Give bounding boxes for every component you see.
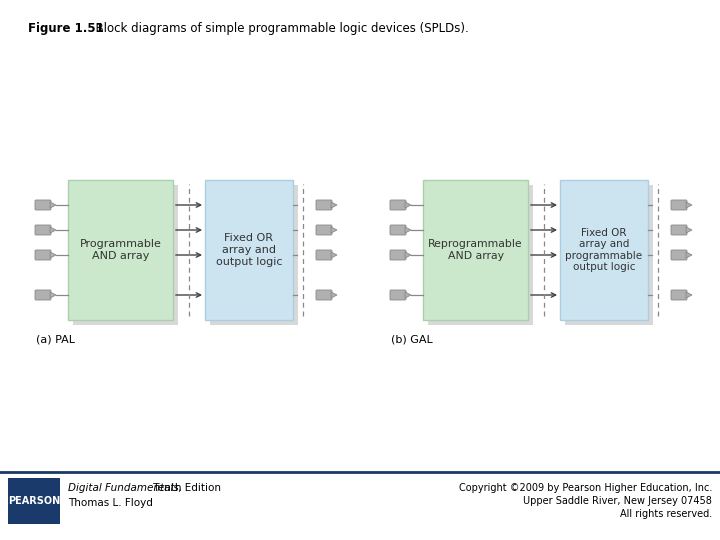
FancyBboxPatch shape bbox=[210, 185, 298, 325]
FancyBboxPatch shape bbox=[316, 225, 332, 235]
FancyBboxPatch shape bbox=[390, 225, 406, 235]
Polygon shape bbox=[686, 202, 692, 208]
FancyBboxPatch shape bbox=[390, 290, 406, 300]
FancyBboxPatch shape bbox=[35, 225, 51, 235]
Text: Reprogrammable
AND array: Reprogrammable AND array bbox=[428, 239, 523, 261]
Text: All rights reserved.: All rights reserved. bbox=[620, 509, 712, 519]
FancyBboxPatch shape bbox=[35, 290, 51, 300]
FancyBboxPatch shape bbox=[560, 180, 648, 320]
FancyBboxPatch shape bbox=[35, 200, 51, 210]
Text: Tenth Edition: Tenth Edition bbox=[150, 483, 221, 493]
Polygon shape bbox=[405, 252, 411, 258]
FancyBboxPatch shape bbox=[68, 180, 173, 320]
FancyBboxPatch shape bbox=[73, 185, 178, 325]
FancyBboxPatch shape bbox=[671, 250, 687, 260]
Polygon shape bbox=[405, 292, 411, 298]
FancyBboxPatch shape bbox=[35, 250, 51, 260]
FancyBboxPatch shape bbox=[671, 225, 687, 235]
Polygon shape bbox=[331, 252, 337, 258]
Text: Copyright ©2009 by Pearson Higher Education, Inc.: Copyright ©2009 by Pearson Higher Educat… bbox=[459, 483, 712, 493]
FancyBboxPatch shape bbox=[565, 185, 653, 325]
Polygon shape bbox=[686, 292, 692, 298]
FancyBboxPatch shape bbox=[390, 200, 406, 210]
Text: Block diagrams of simple programmable logic devices (SPLDs).: Block diagrams of simple programmable lo… bbox=[88, 22, 469, 35]
FancyBboxPatch shape bbox=[8, 478, 60, 524]
FancyBboxPatch shape bbox=[423, 180, 528, 320]
Text: (a) PAL: (a) PAL bbox=[36, 334, 75, 344]
Polygon shape bbox=[331, 202, 337, 208]
FancyBboxPatch shape bbox=[390, 250, 406, 260]
Polygon shape bbox=[50, 292, 56, 298]
Polygon shape bbox=[50, 252, 56, 258]
FancyBboxPatch shape bbox=[671, 200, 687, 210]
FancyBboxPatch shape bbox=[316, 250, 332, 260]
FancyBboxPatch shape bbox=[428, 185, 533, 325]
Text: Programmable
AND array: Programmable AND array bbox=[80, 239, 161, 261]
Polygon shape bbox=[50, 202, 56, 208]
Polygon shape bbox=[686, 227, 692, 233]
FancyBboxPatch shape bbox=[671, 290, 687, 300]
Polygon shape bbox=[405, 227, 411, 233]
Polygon shape bbox=[686, 252, 692, 258]
Text: PEARSON: PEARSON bbox=[8, 496, 60, 506]
Text: Figure 1.51: Figure 1.51 bbox=[28, 22, 104, 35]
Text: Thomas L. Floyd: Thomas L. Floyd bbox=[68, 498, 153, 508]
Text: Digital Fundamentals,: Digital Fundamentals, bbox=[68, 483, 182, 493]
Polygon shape bbox=[50, 227, 56, 233]
FancyBboxPatch shape bbox=[205, 180, 293, 320]
Text: Fixed OR
array and
output logic: Fixed OR array and output logic bbox=[216, 233, 282, 267]
Text: Upper Saddle River, New Jersey 07458: Upper Saddle River, New Jersey 07458 bbox=[523, 496, 712, 506]
FancyBboxPatch shape bbox=[316, 200, 332, 210]
Text: (b) GAL: (b) GAL bbox=[391, 334, 433, 344]
Polygon shape bbox=[405, 202, 411, 208]
Text: Fixed OR
array and
programmable
output logic: Fixed OR array and programmable output l… bbox=[565, 227, 642, 272]
Polygon shape bbox=[331, 292, 337, 298]
Polygon shape bbox=[331, 227, 337, 233]
FancyBboxPatch shape bbox=[316, 290, 332, 300]
